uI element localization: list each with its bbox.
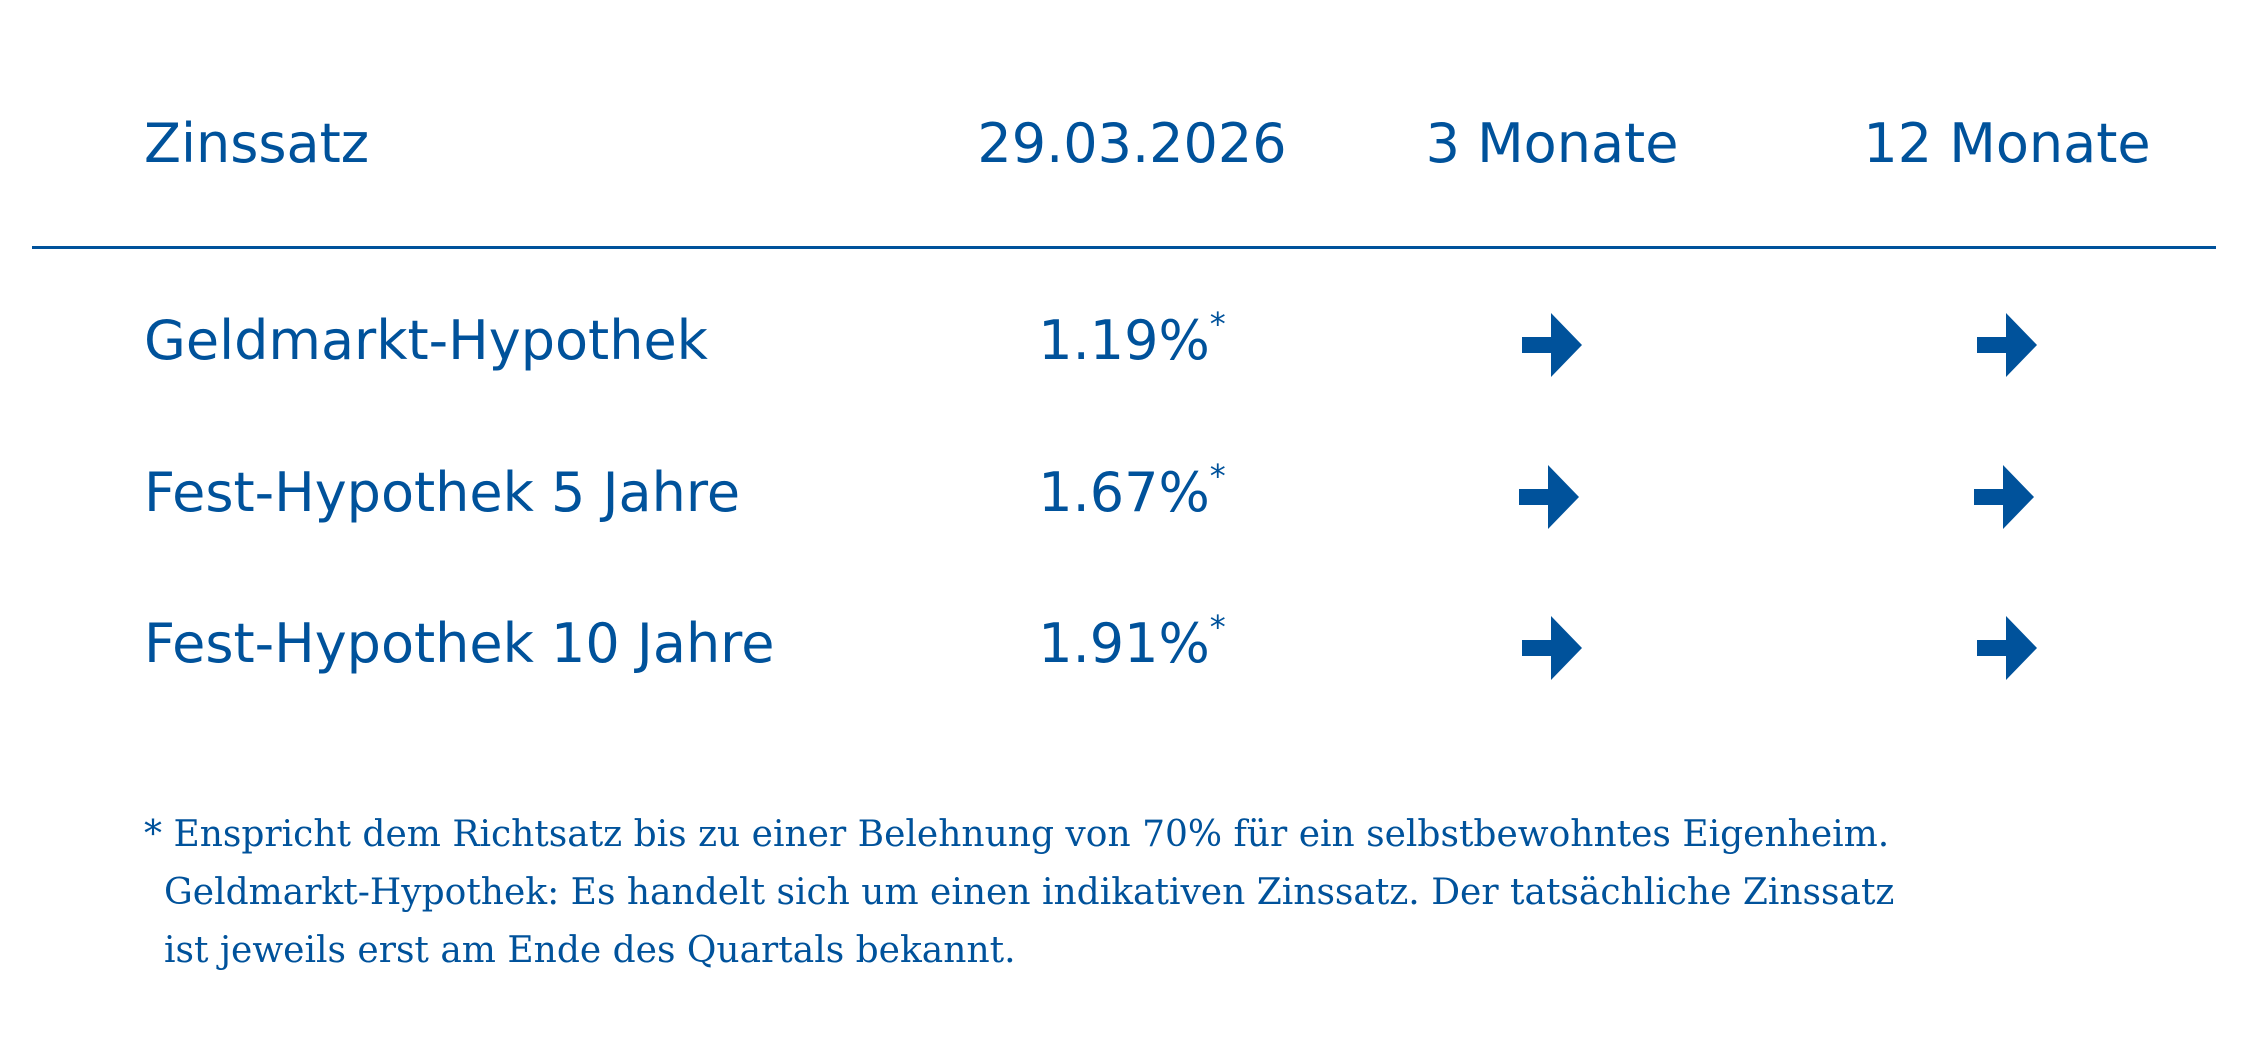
rate-footnote-marker: * <box>1209 608 1226 646</box>
footnote-line-1: * Enspricht dem Richtsatz bis zu einer B… <box>144 814 1890 855</box>
footnote: * Enspricht dem Richtsatz bis zu einer B… <box>144 806 1894 980</box>
rate-value: 1.91% <box>1038 612 1210 675</box>
header-12-monate: 12 Monate <box>1863 112 2151 175</box>
row-label: Fest-Hypothek 10 Jahre <box>144 612 775 675</box>
header-zinssatz: Zinssatz <box>144 112 370 175</box>
row-rate: 1.19%* <box>1038 305 1226 372</box>
rate-value: 1.67% <box>1038 461 1210 524</box>
header-3-monate: 3 Monate <box>1425 112 1679 175</box>
arrow-right-icon <box>1977 616 2037 680</box>
row-label: Fest-Hypothek 5 Jahre <box>144 461 741 524</box>
footnote-line-3: ist jeweils erst am Ende des Quartals be… <box>164 930 1016 971</box>
rate-footnote-marker: * <box>1209 305 1226 343</box>
header-divider <box>32 246 2216 249</box>
rate-footnote-marker: * <box>1209 457 1226 495</box>
arrow-right-icon <box>1977 313 2037 377</box>
arrow-right-icon <box>1522 313 1582 377</box>
header-date: 29.03.2026 <box>977 112 1287 175</box>
arrow-right-icon <box>1519 465 1579 529</box>
row-rate: 1.91%* <box>1038 608 1226 675</box>
arrow-right-icon <box>1522 616 1582 680</box>
row-rate: 1.67%* <box>1038 457 1226 524</box>
footnote-line-2: Geldmarkt-Hypothek: Es handelt sich um e… <box>164 872 1895 913</box>
arrow-right-icon <box>1974 465 2034 529</box>
row-label: Geldmarkt-Hypothek <box>144 309 708 372</box>
rate-value: 1.19% <box>1038 309 1210 372</box>
